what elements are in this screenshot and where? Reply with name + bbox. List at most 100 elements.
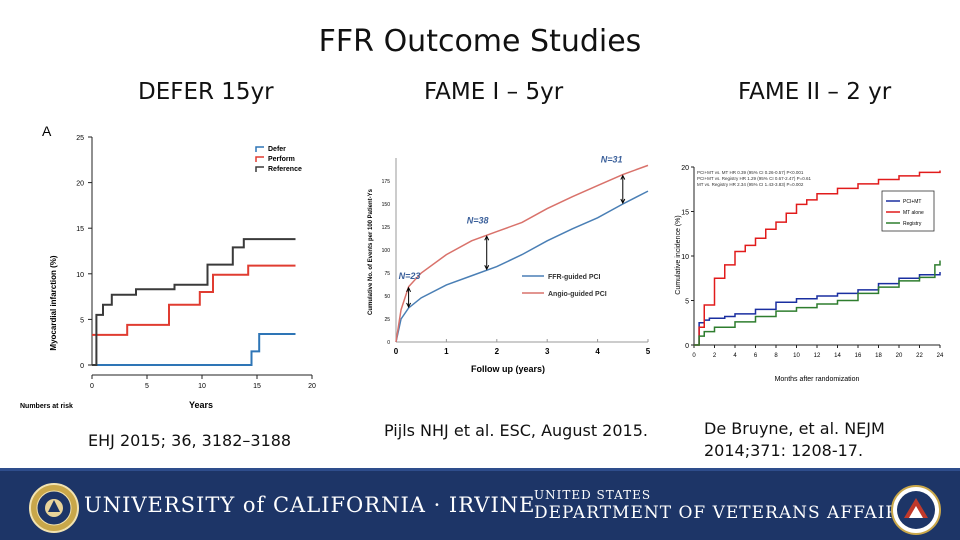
legend-label: Reference — [268, 166, 302, 173]
y-tick-label: 125 — [382, 225, 391, 231]
y-tick-label: 10 — [681, 254, 689, 261]
va-logo-line2: DEPARTMENT OF VETERANS AFFAIRS — [534, 503, 912, 523]
x-tick-label: 0 — [90, 383, 94, 390]
arrow-head — [406, 302, 412, 309]
x-tick-label: 5 — [145, 383, 149, 390]
x-axis-label: Months after randomization — [775, 376, 860, 383]
x-tick-label: 0 — [394, 347, 399, 356]
heading-defer: DEFER 15yr — [138, 79, 274, 105]
arrow-head — [406, 286, 412, 293]
series-line-pci-mt — [694, 272, 941, 346]
arrow-head — [484, 235, 490, 241]
legend-swatch — [255, 146, 264, 152]
y-tick-label: 175 — [382, 179, 391, 185]
annotation-label: N=38 — [467, 215, 489, 225]
x-tick-label: 5 — [646, 347, 651, 356]
annotation-label: N=31 — [601, 155, 623, 165]
legend-label: Angio-guided PCI — [548, 291, 607, 298]
legend-swatch — [255, 166, 264, 172]
heading-fame1: FAME I – 5yr — [424, 79, 564, 105]
citation-fame2-line2: 2014;371: 1208-17. — [704, 441, 864, 460]
x-tick-label: 24 — [937, 353, 944, 359]
footer-banner — [0, 468, 960, 540]
x-tick-label: 2 — [713, 353, 717, 359]
x-tick-label: 15 — [253, 383, 261, 390]
y-tick-label: 25 — [76, 135, 84, 142]
uc-seal-icon — [29, 483, 79, 533]
hazard-ratio-note: PCI+MT vs. Registry HR 1.29 (95% CI 0.67… — [697, 176, 811, 181]
y-tick-label: 10 — [76, 272, 84, 279]
hazard-ratio-note: MT vs. Registry HR 2.34 (95% CI 1.43-3.8… — [697, 182, 804, 187]
series-line-registry — [694, 260, 941, 346]
x-tick-label: 10 — [198, 383, 206, 390]
y-tick-label: 0 — [685, 343, 689, 350]
citation-fame2-line1: De Bruyne, et al. NEJM — [704, 419, 885, 438]
y-tick-label: 100 — [382, 248, 391, 254]
va-logo-line1: UNITED STATES — [534, 488, 652, 502]
y-tick-label: 5 — [685, 299, 689, 306]
series-line-reference — [92, 238, 296, 366]
x-tick-label: 14 — [834, 353, 841, 359]
legend-label: PCI+MT — [903, 199, 921, 205]
x-axis-label: Years — [189, 400, 213, 410]
x-axis-label: Follow up (years) — [471, 364, 545, 374]
uci-logo-text: UNIVERSITY of CALIFORNIA · IRVINE — [84, 493, 536, 517]
legend-label: Registry — [903, 221, 922, 227]
x-tick-label: 20 — [308, 383, 316, 390]
arrow-head — [484, 265, 490, 271]
hazard-ratio-note: PCI+MT vs. MT HR 0.39 (95% CI 0.26-0.57)… — [697, 170, 804, 175]
legend-label: MT alone — [903, 210, 924, 216]
slide-title: FFR Outcome Studies — [318, 24, 642, 59]
numbers-at-risk-label: Numbers at risk — [20, 403, 73, 410]
x-tick-label: 12 — [814, 353, 821, 359]
series-line-perform — [92, 264, 296, 336]
x-tick-label: 22 — [916, 353, 923, 359]
arrow-head — [620, 174, 626, 180]
x-tick-label: 1 — [444, 347, 449, 356]
x-tick-label: 2 — [495, 347, 500, 356]
x-tick-label: 4 — [595, 347, 600, 356]
fame1-chart: 0 25 50 75 100 125 150 175 0 1 2 3 4 5 N=23 N=38 N=31 F… — [368, 155, 651, 374]
defer-chart: A 0 5 10 15 20 25 0 5 10 15 20 Defer Perform Referen… — [20, 123, 316, 410]
y-tick-label: 0 — [387, 340, 390, 346]
x-tick-label: 20 — [896, 353, 903, 359]
series-line-angio — [395, 164, 649, 343]
series-line-mt-alone — [694, 170, 941, 346]
citation-defer: EHJ 2015; 36, 3182–3188 — [88, 431, 292, 450]
y-tick-label: 20 — [681, 165, 689, 172]
y-tick-label: 5 — [80, 317, 84, 324]
x-tick-label: 10 — [793, 353, 800, 359]
x-tick-label: 0 — [692, 353, 696, 359]
x-tick-label: 6 — [754, 353, 758, 359]
legend-label: Defer — [268, 146, 286, 153]
series-line-ffr — [395, 190, 649, 343]
x-tick-label: 4 — [733, 353, 737, 359]
x-tick-label: 3 — [545, 347, 550, 356]
legend-swatch — [255, 156, 264, 162]
y-tick-label: 150 — [382, 202, 391, 208]
x-tick-label: 18 — [875, 353, 882, 359]
y-axis-label: Cumulative incidence (%) — [675, 215, 682, 294]
va-seal-icon — [891, 485, 941, 535]
x-tick-label: 8 — [774, 353, 778, 359]
y-tick-label: 15 — [681, 210, 689, 217]
y-tick-label: 25 — [384, 317, 390, 323]
y-axis-label: Myocardial infarction (%) — [49, 255, 58, 350]
footer-divider — [0, 468, 960, 471]
y-tick-label: 50 — [384, 294, 390, 300]
y-tick-label: 75 — [384, 271, 390, 277]
panel-label: A — [42, 123, 52, 139]
citation-fame1: Pijls NHJ et al. ESC, August 2015. — [384, 421, 648, 440]
legend-label: Perform — [268, 156, 295, 163]
series-line-defer — [92, 332, 296, 366]
annotation-label: N=23 — [399, 271, 421, 281]
y-tick-label: 0 — [80, 363, 84, 370]
legend-box — [881, 190, 935, 232]
y-axis-label: Cumulative No. of Events per 100 Patient… — [368, 188, 374, 315]
legend-label: FFR-guided PCI — [548, 274, 601, 281]
y-tick-label: 15 — [76, 226, 84, 233]
arrow-head — [620, 198, 626, 205]
heading-fame2: FAME II – 2 yr — [738, 79, 892, 105]
x-tick-label: 16 — [855, 353, 862, 359]
